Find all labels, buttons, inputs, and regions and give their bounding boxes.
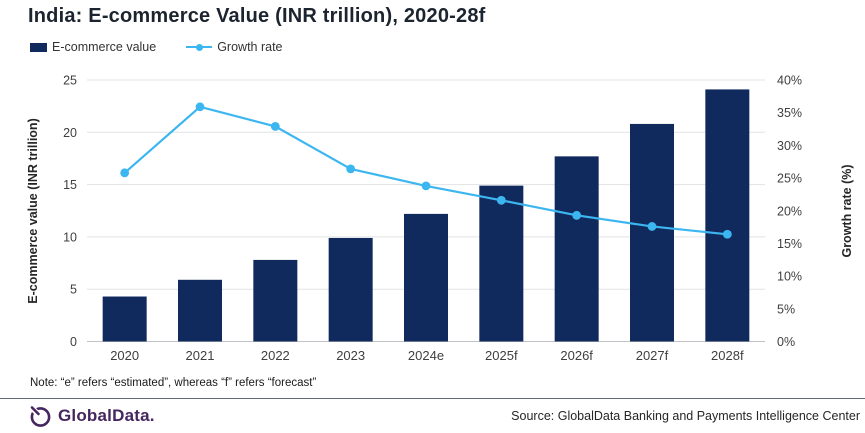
x-label-2020: 2020	[110, 348, 139, 363]
growth-point-2027f	[647, 222, 657, 231]
growth-point-2023	[346, 164, 356, 174]
x-label-2024e: 2024e	[408, 348, 444, 363]
growth-point-2026f	[572, 210, 582, 220]
left-tick-25: 25	[63, 74, 77, 88]
bar-2022	[253, 259, 298, 342]
page-title: India: E-commerce Value (INR trillion), …	[28, 5, 486, 27]
right-tick-25: 25%	[777, 172, 802, 186]
growth-point-2021	[195, 102, 205, 112]
bar-2026f	[554, 156, 599, 342]
x-label-2027f: 2027f	[636, 348, 669, 363]
line-swatch-icon	[186, 43, 213, 52]
left-tick-10: 10	[63, 230, 77, 244]
right-tick-30: 30%	[777, 139, 802, 153]
bar-swatch-icon	[30, 42, 47, 52]
legend: E-commerce value Growth rate	[30, 40, 283, 54]
legend-item-growth-rate: Growth rate	[186, 40, 283, 54]
globaldata-logo: GlobalData.	[28, 403, 155, 429]
growth-point-2022	[270, 122, 280, 131]
left-tick-5: 5	[70, 283, 77, 297]
bar-2020	[102, 296, 147, 342]
bar-2024e	[404, 213, 448, 342]
right-tick-0: 0%	[777, 335, 795, 349]
x-label-2023: 2023	[336, 348, 365, 363]
x-label-2021: 2021	[186, 348, 215, 363]
legend-label-ecommerce-value: E-commerce value	[52, 40, 157, 54]
logo-mark-icon	[28, 404, 51, 427]
bar-2021	[178, 279, 222, 342]
source-text: Source: GlobalData Banking and Payments …	[511, 409, 860, 423]
right-tick-20: 20%	[777, 204, 802, 218]
growth-point-2028f	[722, 229, 732, 239]
left-tick-0: 0	[70, 335, 77, 349]
x-label-2025f: 2025f	[485, 348, 518, 363]
right-tick-15: 15%	[777, 237, 802, 251]
left-axis-title: E-commerce value (INR trillion)	[26, 118, 40, 303]
bar-2027f	[630, 123, 674, 342]
right-tick-40: 40%	[777, 74, 802, 88]
right-tick-5: 5%	[777, 302, 795, 316]
left-tick-20: 20	[63, 126, 77, 140]
growth-point-2024e	[421, 181, 431, 191]
bar-2025f	[479, 185, 524, 342]
right-axis-title: Growth rate (%)	[840, 164, 854, 257]
x-label-2028f: 2028f	[711, 348, 744, 363]
growth-point-2020	[120, 168, 130, 178]
growth-point-2025f	[496, 195, 506, 205]
x-label-2022: 2022	[261, 348, 290, 363]
note-text: Note: “e” refers “estimated”, whereas “f…	[30, 377, 317, 389]
legend-label-growth-rate: Growth rate	[217, 40, 283, 54]
bar-2023	[328, 237, 373, 342]
bar-2028f	[705, 89, 750, 342]
right-tick-10: 10%	[777, 270, 802, 284]
footer-divider	[0, 398, 865, 399]
logo-text: GlobalData.	[58, 406, 155, 425]
x-label-2026f: 2026f	[560, 348, 593, 363]
legend-item-ecommerce-value: E-commerce value	[30, 40, 156, 54]
right-tick-35: 35%	[777, 106, 802, 120]
left-tick-15: 15	[63, 178, 77, 192]
combo-chart: 0 5 10 15 20 25 0% 5% 10% 15% 20% 25% 30% 35% 40% 2020 2…	[26, 74, 854, 364]
